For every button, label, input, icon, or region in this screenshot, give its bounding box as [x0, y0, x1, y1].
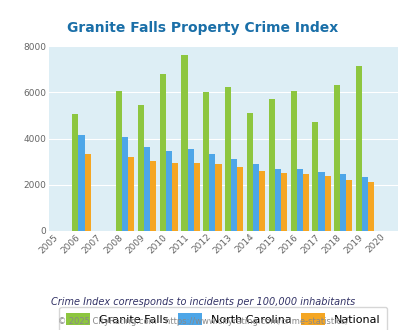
- Bar: [84, 154, 90, 231]
- Bar: [159, 74, 165, 231]
- Text: Granite Falls Property Crime Index: Granite Falls Property Crime Index: [67, 21, 338, 35]
- Bar: [193, 163, 199, 231]
- Bar: [318, 172, 324, 231]
- Bar: [116, 91, 122, 231]
- Bar: [171, 163, 177, 231]
- Bar: [252, 164, 258, 231]
- Bar: [224, 87, 230, 231]
- Bar: [333, 85, 339, 231]
- Text: © 2025 CityRating.com - https://www.cityrating.com/crime-statistics/: © 2025 CityRating.com - https://www.city…: [58, 317, 347, 326]
- Bar: [78, 135, 84, 231]
- Bar: [345, 180, 352, 231]
- Bar: [237, 168, 243, 231]
- Bar: [246, 113, 252, 231]
- Bar: [258, 171, 264, 231]
- Bar: [274, 169, 280, 231]
- Bar: [230, 159, 237, 231]
- Bar: [137, 105, 143, 231]
- Bar: [187, 149, 193, 231]
- Bar: [203, 92, 209, 231]
- Bar: [302, 174, 308, 231]
- Bar: [296, 169, 302, 231]
- Bar: [367, 182, 373, 231]
- Bar: [72, 114, 78, 231]
- Bar: [181, 55, 187, 231]
- Bar: [311, 122, 318, 231]
- Bar: [339, 174, 345, 231]
- Bar: [280, 173, 286, 231]
- Bar: [215, 164, 221, 231]
- Bar: [324, 176, 330, 231]
- Bar: [290, 91, 296, 231]
- Bar: [268, 99, 274, 231]
- Bar: [355, 66, 361, 231]
- Bar: [122, 137, 128, 231]
- Bar: [143, 147, 149, 231]
- Text: Crime Index corresponds to incidents per 100,000 inhabitants: Crime Index corresponds to incidents per…: [51, 297, 354, 307]
- Bar: [149, 160, 156, 231]
- Bar: [209, 154, 215, 231]
- Legend: Granite Falls, North Carolina, National: Granite Falls, North Carolina, National: [59, 307, 386, 330]
- Bar: [361, 177, 367, 231]
- Bar: [128, 157, 134, 231]
- Bar: [165, 151, 171, 231]
